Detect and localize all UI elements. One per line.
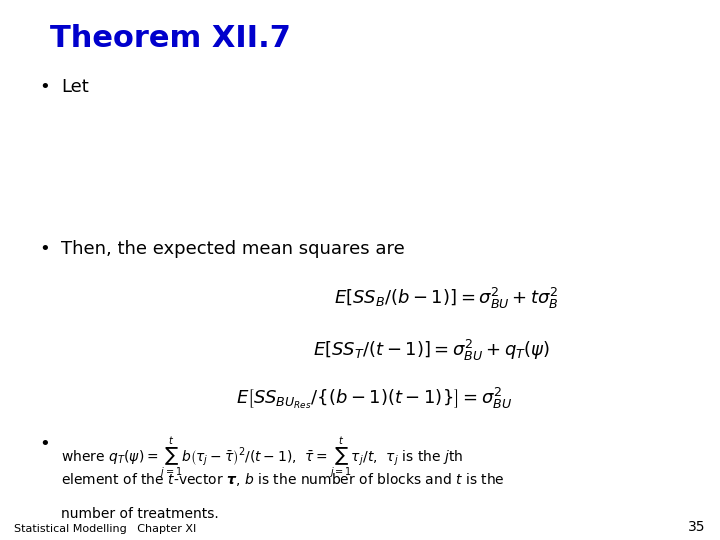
Text: •: • (40, 240, 50, 258)
Text: 35: 35 (688, 519, 706, 534)
Text: Let: Let (61, 78, 89, 96)
Text: $E\left[SS_B/(b-1)\right] = \sigma_{BU}^2 + t\sigma_B^2$: $E\left[SS_B/(b-1)\right] = \sigma_{BU}^… (334, 286, 559, 311)
Text: •: • (40, 78, 50, 96)
Text: Theorem XII.7: Theorem XII.7 (50, 24, 292, 53)
Text: number of treatments.: number of treatments. (61, 507, 219, 521)
Text: $E\left[SS_{BU_{Res}}/\{(b-1)(t-1)\}\right] = \sigma_{BU}^2$: $E\left[SS_{BU_{Res}}/\{(b-1)(t-1)\}\rig… (236, 386, 513, 411)
Text: where $q_T\left(\psi\right) = \sum_{j=1}^{t} b\left(\tau_j - \bar{\tau}\right)^2: where $q_T\left(\psi\right) = \sum_{j=1}… (61, 435, 464, 480)
Text: Then, the expected mean squares are: Then, the expected mean squares are (61, 240, 405, 258)
Text: Statistical Modelling   Chapter XI: Statistical Modelling Chapter XI (14, 523, 197, 534)
Text: •: • (40, 435, 50, 453)
Text: $E\left[SS_T/(t-1)\right] = \sigma_{BU}^2 + q_T\left(\psi\right)$: $E\left[SS_T/(t-1)\right] = \sigma_{BU}^… (313, 338, 551, 362)
Text: element of the $t$-vector $\boldsymbol{\tau}$, $b$ is the number of blocks and $: element of the $t$-vector $\boldsymbol{\… (61, 471, 505, 488)
